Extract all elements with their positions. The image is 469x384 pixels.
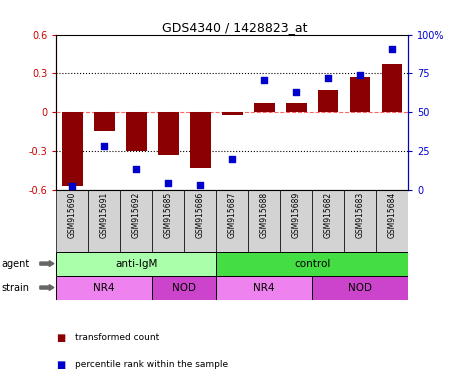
Text: GSM915692: GSM915692 — [132, 192, 141, 238]
Bar — [254, 103, 274, 112]
Bar — [312, 190, 344, 252]
Bar — [248, 190, 280, 252]
Bar — [216, 276, 312, 300]
Point — [228, 156, 236, 162]
Text: ■: ■ — [56, 333, 66, 343]
Bar — [286, 103, 307, 112]
Bar — [312, 276, 408, 300]
Text: NR4: NR4 — [93, 283, 115, 293]
Bar — [94, 112, 114, 131]
Bar — [344, 190, 376, 252]
Bar — [56, 252, 216, 276]
Bar — [280, 190, 312, 252]
Text: GSM915688: GSM915688 — [260, 192, 269, 238]
Text: ■: ■ — [56, 360, 66, 370]
Point — [325, 75, 332, 81]
Point — [197, 182, 204, 188]
Point — [292, 89, 300, 95]
Bar — [216, 190, 248, 252]
Text: NOD: NOD — [172, 283, 196, 293]
Bar — [382, 64, 402, 112]
Text: GSM915691: GSM915691 — [100, 192, 109, 238]
Text: GDS4340 / 1428823_at: GDS4340 / 1428823_at — [162, 21, 307, 34]
Text: GSM915689: GSM915689 — [292, 192, 301, 238]
Point — [68, 184, 76, 190]
Point — [388, 45, 396, 51]
Bar — [152, 190, 184, 252]
Text: transformed count: transformed count — [75, 333, 159, 343]
Point — [165, 180, 172, 187]
Point — [132, 166, 140, 172]
Bar — [120, 190, 152, 252]
Bar — [376, 190, 408, 252]
Point — [100, 143, 108, 149]
Bar — [216, 252, 408, 276]
Text: GSM915687: GSM915687 — [227, 192, 237, 238]
Bar — [222, 112, 242, 115]
Bar — [350, 77, 371, 112]
Bar — [56, 190, 88, 252]
Point — [356, 72, 364, 78]
Text: control: control — [294, 258, 330, 268]
Bar — [184, 190, 216, 252]
Text: GSM915685: GSM915685 — [164, 192, 173, 238]
Text: anti-IgM: anti-IgM — [115, 258, 158, 268]
Bar — [88, 190, 120, 252]
Text: GSM915690: GSM915690 — [68, 192, 77, 238]
Text: NR4: NR4 — [253, 283, 275, 293]
Text: GSM915682: GSM915682 — [324, 192, 333, 238]
Text: GSM915683: GSM915683 — [356, 192, 364, 238]
Text: GSM915686: GSM915686 — [196, 192, 204, 238]
Bar — [158, 112, 179, 155]
Point — [260, 76, 268, 83]
Bar — [62, 112, 83, 186]
Bar — [56, 276, 152, 300]
Bar — [318, 90, 339, 112]
Text: GSM915684: GSM915684 — [387, 192, 397, 238]
Text: strain: strain — [1, 283, 29, 293]
Bar — [190, 112, 211, 168]
Text: agent: agent — [1, 258, 29, 268]
Text: NOD: NOD — [348, 283, 372, 293]
Bar — [126, 112, 147, 151]
Bar — [152, 276, 216, 300]
Text: percentile rank within the sample: percentile rank within the sample — [75, 360, 228, 369]
